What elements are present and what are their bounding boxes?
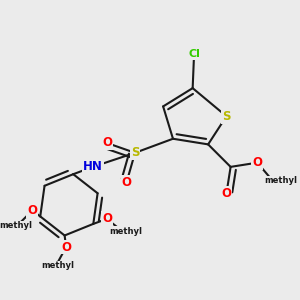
Text: O: O <box>252 156 262 169</box>
Text: HN: HN <box>83 160 103 173</box>
Text: O: O <box>122 176 132 189</box>
Text: methyl: methyl <box>41 261 74 270</box>
Text: S: S <box>222 110 231 123</box>
Text: O: O <box>102 212 112 225</box>
Text: methyl: methyl <box>265 176 298 185</box>
Text: Cl: Cl <box>188 50 200 59</box>
Text: S: S <box>131 146 139 159</box>
Text: O: O <box>61 241 71 254</box>
Text: methyl: methyl <box>0 221 32 230</box>
Text: methyl: methyl <box>110 227 142 236</box>
Text: O: O <box>102 136 112 149</box>
Text: O: O <box>27 204 38 217</box>
Text: O: O <box>221 187 231 200</box>
